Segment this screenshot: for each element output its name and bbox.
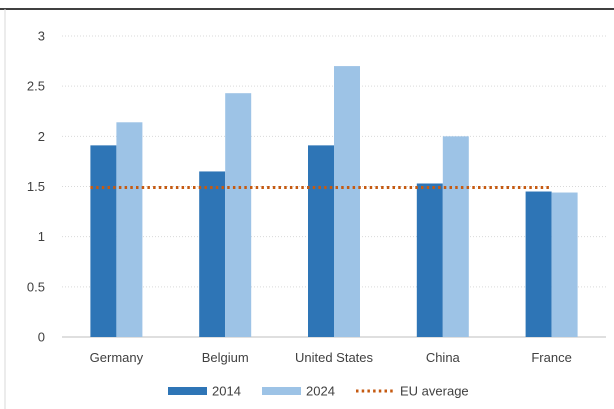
- y-tick-label: 3: [38, 29, 45, 44]
- bar-2014-belgium: [199, 171, 226, 337]
- x-axis: Germany Belgium United States China France: [90, 350, 572, 365]
- x-category-label: France: [531, 350, 571, 365]
- bar-2014-united-states: [308, 145, 334, 337]
- legend-label: 2014: [212, 384, 241, 399]
- bar-2024-united-states: [334, 66, 360, 337]
- x-category-label: Germany: [90, 350, 144, 365]
- gridlines: [62, 35, 606, 338]
- x-category-label: United States: [295, 350, 374, 365]
- bars: [90, 66, 578, 337]
- y-tick-label: 2.5: [27, 79, 45, 94]
- y-axis: 0 0.5 1 1.5 2 2.5 3: [27, 29, 45, 345]
- y-tick-label: 0: [38, 330, 45, 345]
- bar-2024-belgium: [225, 93, 252, 337]
- x-category-label: China: [426, 350, 461, 365]
- bar-2014-france: [525, 191, 552, 337]
- bar-2024-germany: [116, 122, 143, 337]
- bar-2014-germany: [90, 145, 117, 337]
- y-tick-label: 1: [38, 229, 45, 244]
- y-tick-label: 0.5: [27, 279, 45, 294]
- x-category-label: Belgium: [202, 350, 249, 365]
- legend-swatch-2024: [262, 387, 301, 395]
- bar-2014-china: [416, 183, 443, 337]
- legend-swatch-2014: [168, 387, 207, 395]
- bar-2024-china: [442, 136, 469, 337]
- bar-2024-france: [551, 192, 578, 337]
- legend-label: 2024: [306, 384, 335, 399]
- legend-label: EU average: [400, 384, 469, 399]
- legend: 2014 2024 EU average: [168, 384, 469, 399]
- y-tick-label: 2: [38, 129, 45, 144]
- y-tick-label: 1.5: [27, 179, 45, 194]
